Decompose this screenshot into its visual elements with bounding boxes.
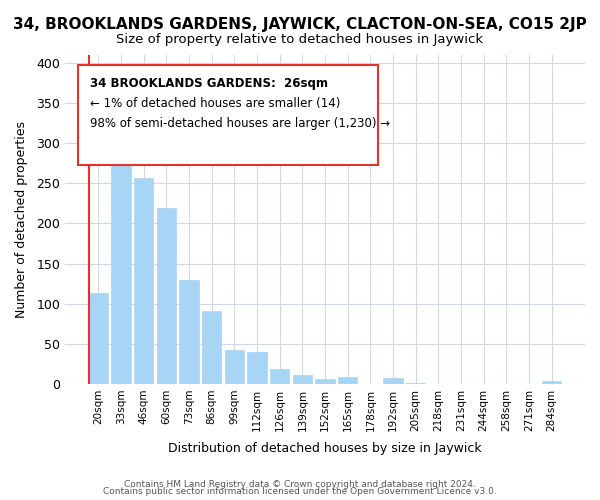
Bar xyxy=(316,379,335,384)
Text: 34 BROOKLANDS GARDENS:  26sqm: 34 BROOKLANDS GARDENS: 26sqm xyxy=(90,78,328,90)
Bar xyxy=(247,352,266,384)
Text: 34, BROOKLANDS GARDENS, JAYWICK, CLACTON-ON-SEA, CO15 2JP: 34, BROOKLANDS GARDENS, JAYWICK, CLACTON… xyxy=(13,18,587,32)
Bar xyxy=(134,178,154,384)
Bar xyxy=(270,370,289,384)
Bar xyxy=(157,208,176,384)
Bar xyxy=(112,119,131,384)
Bar xyxy=(225,350,244,384)
Bar xyxy=(542,382,562,384)
Y-axis label: Number of detached properties: Number of detached properties xyxy=(15,121,28,318)
Bar xyxy=(338,376,358,384)
Bar xyxy=(383,378,403,384)
Text: Contains HM Land Registry data © Crown copyright and database right 2024.: Contains HM Land Registry data © Crown c… xyxy=(124,480,476,489)
Text: Size of property relative to detached houses in Jaywick: Size of property relative to detached ho… xyxy=(116,32,484,46)
Text: Contains public sector information licensed under the Open Government Licence v3: Contains public sector information licen… xyxy=(103,487,497,496)
Bar xyxy=(293,375,312,384)
X-axis label: Distribution of detached houses by size in Jaywick: Distribution of detached houses by size … xyxy=(168,442,482,455)
Text: ← 1% of detached houses are smaller (14): ← 1% of detached houses are smaller (14) xyxy=(90,98,340,110)
Text: 98% of semi-detached houses are larger (1,230) →: 98% of semi-detached houses are larger (… xyxy=(90,118,390,130)
FancyBboxPatch shape xyxy=(78,65,378,165)
Bar xyxy=(89,294,108,384)
Bar xyxy=(202,311,221,384)
Bar xyxy=(406,383,425,384)
Bar xyxy=(179,280,199,384)
